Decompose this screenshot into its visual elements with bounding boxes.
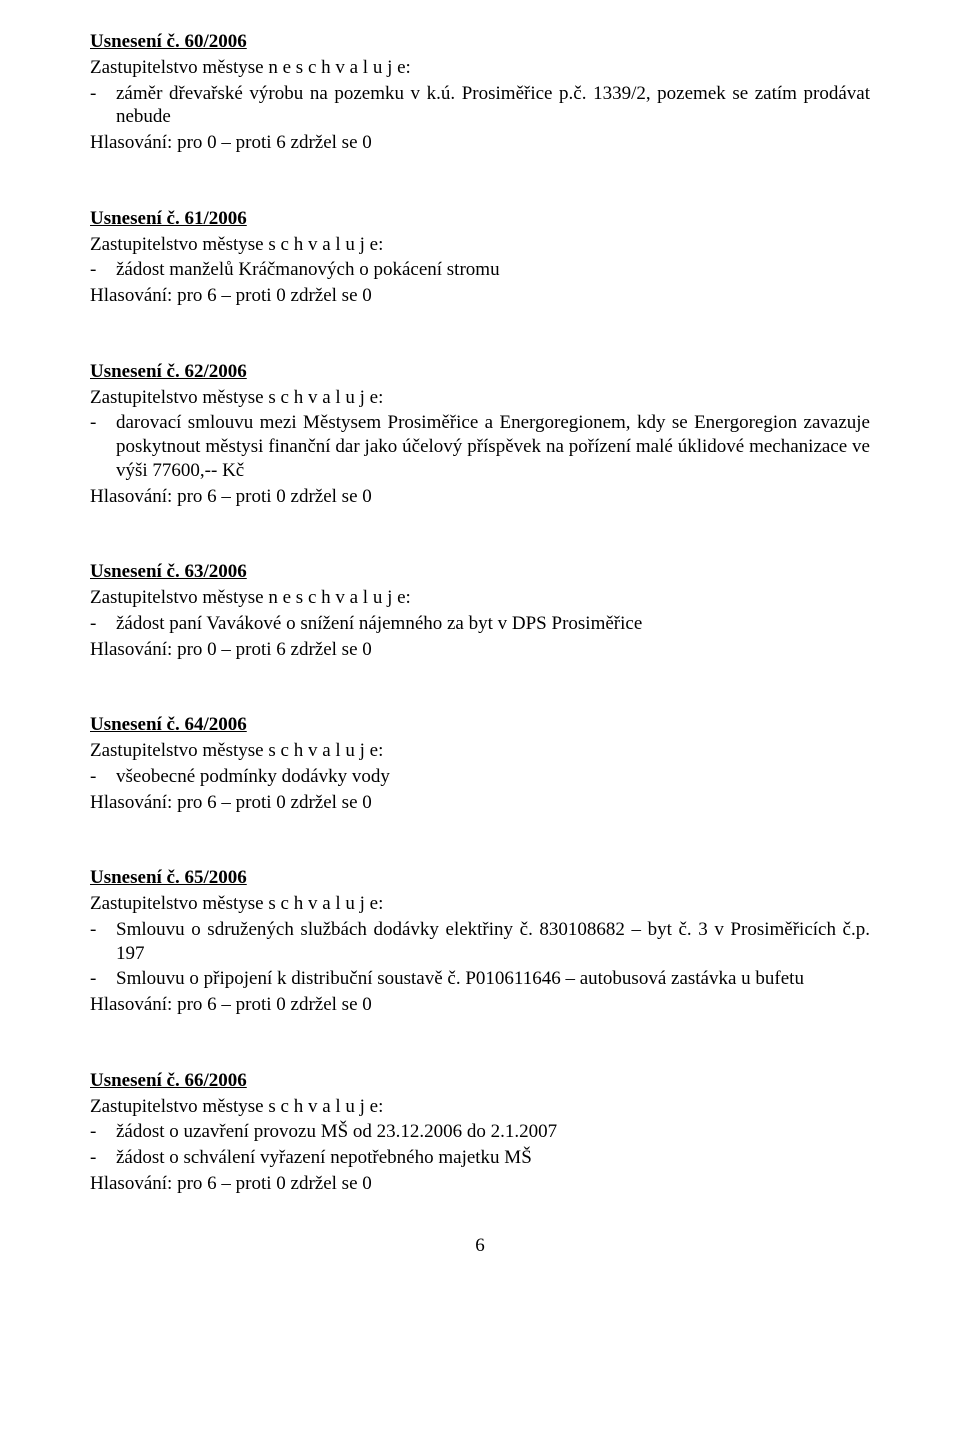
resolution-title: Usnesení č. 64/2006 xyxy=(90,713,870,737)
resolution-title: Usnesení č. 61/2006 xyxy=(90,207,870,231)
resolution-item: -žádost o schválení vyřazení nepotřebnéh… xyxy=(90,1146,870,1170)
resolution-item-text: žádost manželů Kráčmanových o pokácení s… xyxy=(116,258,870,282)
voting-line: Hlasování: pro 6 – proti 0 zdržel se 0 xyxy=(90,485,870,509)
bullet-dash-icon: - xyxy=(90,82,116,106)
resolution-block: Usnesení č. 64/2006Zastupitelstvo městys… xyxy=(90,713,870,814)
resolution-block: Usnesení č. 61/2006Zastupitelstvo městys… xyxy=(90,207,870,308)
resolution-title: Usnesení č. 65/2006 xyxy=(90,866,870,890)
resolution-item-text: Smlouvu o připojení k distribuční sousta… xyxy=(116,967,870,991)
resolution-item: -darovací smlouvu mezi Městysem Prosiměř… xyxy=(90,411,870,482)
resolution-intro: Zastupitelstvo městyse s c h v a l u j e… xyxy=(90,1095,870,1119)
resolutions-list: Usnesení č. 60/2006Zastupitelstvo městys… xyxy=(90,30,870,1196)
voting-line: Hlasování: pro 6 – proti 0 zdržel se 0 xyxy=(90,791,870,815)
resolution-item-text: darovací smlouvu mezi Městysem Prosiměři… xyxy=(116,411,870,482)
resolution-block: Usnesení č. 63/2006Zastupitelstvo městys… xyxy=(90,560,870,661)
resolution-item-text: záměr dřevařské výrobu na pozemku v k.ú.… xyxy=(116,82,870,130)
resolution-intro: Zastupitelstvo městyse n e s c h v a l u… xyxy=(90,56,870,80)
bullet-dash-icon: - xyxy=(90,918,116,942)
resolution-item: -žádost paní Vavákové o snížení nájemnéh… xyxy=(90,612,870,636)
resolution-block: Usnesení č. 62/2006Zastupitelstvo městys… xyxy=(90,360,870,509)
resolution-item: -záměr dřevařské výrobu na pozemku v k.ú… xyxy=(90,82,870,130)
resolution-item-text: žádost paní Vavákové o snížení nájemného… xyxy=(116,612,870,636)
resolution-title: Usnesení č. 62/2006 xyxy=(90,360,870,384)
resolution-item-text: žádost o uzavření provozu MŠ od 23.12.20… xyxy=(116,1120,870,1144)
resolution-title: Usnesení č. 60/2006 xyxy=(90,30,870,54)
resolution-intro: Zastupitelstvo městyse s c h v a l u j e… xyxy=(90,739,870,763)
resolution-item: -Smlouvu o sdružených službách dodávky e… xyxy=(90,918,870,966)
resolution-item: -Smlouvu o připojení k distribuční soust… xyxy=(90,967,870,991)
resolution-title: Usnesení č. 63/2006 xyxy=(90,560,870,584)
resolution-intro: Zastupitelstvo městyse s c h v a l u j e… xyxy=(90,233,870,257)
resolution-block: Usnesení č. 65/2006Zastupitelstvo městys… xyxy=(90,866,870,1017)
bullet-dash-icon: - xyxy=(90,258,116,282)
voting-line: Hlasování: pro 0 – proti 6 zdržel se 0 xyxy=(90,131,870,155)
bullet-dash-icon: - xyxy=(90,765,116,789)
bullet-dash-icon: - xyxy=(90,967,116,991)
resolution-item-text: Smlouvu o sdružených službách dodávky el… xyxy=(116,918,870,966)
resolution-intro: Zastupitelstvo městyse s c h v a l u j e… xyxy=(90,386,870,410)
bullet-dash-icon: - xyxy=(90,1146,116,1170)
resolution-intro: Zastupitelstvo městyse n e s c h v a l u… xyxy=(90,586,870,610)
bullet-dash-icon: - xyxy=(90,612,116,636)
voting-line: Hlasování: pro 0 – proti 6 zdržel se 0 xyxy=(90,638,870,662)
voting-line: Hlasování: pro 6 – proti 0 zdržel se 0 xyxy=(90,993,870,1017)
resolution-item: -žádost o uzavření provozu MŠ od 23.12.2… xyxy=(90,1120,870,1144)
resolution-item: -všeobecné podmínky dodávky vody xyxy=(90,765,870,789)
resolution-item-text: žádost o schválení vyřazení nepotřebného… xyxy=(116,1146,870,1170)
voting-line: Hlasování: pro 6 – proti 0 zdržel se 0 xyxy=(90,284,870,308)
resolution-item: -žádost manželů Kráčmanových o pokácení … xyxy=(90,258,870,282)
resolution-block: Usnesení č. 66/2006Zastupitelstvo městys… xyxy=(90,1069,870,1196)
resolution-block: Usnesení č. 60/2006Zastupitelstvo městys… xyxy=(90,30,870,155)
page-number: 6 xyxy=(90,1234,870,1258)
bullet-dash-icon: - xyxy=(90,411,116,435)
resolution-title: Usnesení č. 66/2006 xyxy=(90,1069,870,1093)
resolution-item-text: všeobecné podmínky dodávky vody xyxy=(116,765,870,789)
bullet-dash-icon: - xyxy=(90,1120,116,1144)
resolution-intro: Zastupitelstvo městyse s c h v a l u j e… xyxy=(90,892,870,916)
voting-line: Hlasování: pro 6 – proti 0 zdržel se 0 xyxy=(90,1172,870,1196)
